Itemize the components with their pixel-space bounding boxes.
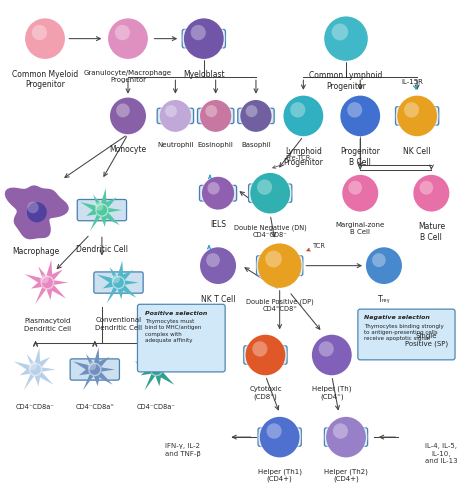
Circle shape xyxy=(111,274,120,283)
Text: Cytotoxic
(CD8⁼): Cytotoxic (CD8⁼) xyxy=(249,386,282,399)
Circle shape xyxy=(325,415,367,459)
Circle shape xyxy=(260,417,300,457)
Text: Double Positive (DP)
CD4⁼CD8⁼: Double Positive (DP) CD4⁼CD8⁼ xyxy=(246,298,313,312)
FancyBboxPatch shape xyxy=(238,108,274,124)
Text: Helper (Th1)
(CD4+): Helper (Th1) (CD4+) xyxy=(258,468,301,483)
Circle shape xyxy=(202,177,234,210)
Circle shape xyxy=(266,423,282,439)
Polygon shape xyxy=(5,185,69,239)
Circle shape xyxy=(24,17,66,60)
Circle shape xyxy=(95,202,103,211)
Text: TCR: TCR xyxy=(313,243,326,249)
Circle shape xyxy=(201,175,236,211)
Text: CD4⁻CD8a⁼: CD4⁻CD8a⁼ xyxy=(75,404,114,410)
Circle shape xyxy=(419,181,433,195)
FancyBboxPatch shape xyxy=(248,184,292,202)
Text: Neutrophil: Neutrophil xyxy=(157,142,194,148)
Polygon shape xyxy=(80,188,122,231)
Circle shape xyxy=(40,275,55,290)
Circle shape xyxy=(258,243,301,288)
Circle shape xyxy=(150,363,163,376)
Circle shape xyxy=(200,100,231,132)
Circle shape xyxy=(158,99,192,133)
Circle shape xyxy=(182,17,225,60)
Circle shape xyxy=(112,276,125,289)
Circle shape xyxy=(249,171,292,215)
Text: Plasmacytoid
Dendritic Cell: Plasmacytoid Dendritic Cell xyxy=(24,318,71,331)
Text: Monocyte: Monocyte xyxy=(109,145,146,154)
Text: Thymocytes binding strongly
to antigen-presenting cells
receive apoptotic signal: Thymocytes binding strongly to antigen-p… xyxy=(364,324,444,341)
Circle shape xyxy=(42,277,53,288)
Text: Progenitor
B Cell: Progenitor B Cell xyxy=(340,147,380,167)
Circle shape xyxy=(40,274,49,284)
Circle shape xyxy=(244,333,287,377)
Text: NK Cell: NK Cell xyxy=(403,147,431,156)
Circle shape xyxy=(97,205,107,215)
FancyBboxPatch shape xyxy=(157,108,193,124)
Text: CD4⁻CD8a⁻: CD4⁻CD8a⁻ xyxy=(137,404,176,410)
Text: IELS: IELS xyxy=(210,220,226,229)
Circle shape xyxy=(29,363,42,376)
Text: IL-4, IL-5,
IL-10,
and IL-13: IL-4, IL-5, IL-10, and IL-13 xyxy=(425,443,457,464)
Text: Single
Positive (SP): Single Positive (SP) xyxy=(405,333,448,347)
Circle shape xyxy=(240,100,272,132)
Circle shape xyxy=(90,364,100,375)
Circle shape xyxy=(199,99,233,133)
Text: Common Myeloid
Progenitor: Common Myeloid Progenitor xyxy=(12,70,78,89)
Text: Dendritic Cell: Dendritic Cell xyxy=(76,245,128,254)
Text: Tᵣₑᵧ: Tᵣₑᵧ xyxy=(378,295,390,304)
Polygon shape xyxy=(97,260,138,303)
Polygon shape xyxy=(135,347,176,390)
FancyBboxPatch shape xyxy=(324,428,368,446)
Circle shape xyxy=(28,361,37,370)
Circle shape xyxy=(397,96,437,136)
Text: IFN-γ, IL-2
and TNF-β: IFN-γ, IL-2 and TNF-β xyxy=(164,443,201,457)
Circle shape xyxy=(27,201,39,213)
Circle shape xyxy=(258,415,301,459)
Circle shape xyxy=(290,102,305,117)
Text: Granulocyte/Macrophage
Progenitor: Granulocyte/Macrophage Progenitor xyxy=(84,70,172,83)
Circle shape xyxy=(88,361,96,370)
FancyBboxPatch shape xyxy=(395,107,439,125)
Polygon shape xyxy=(14,347,56,390)
Text: Conventional
Dendritic Cell: Conventional Dendritic Cell xyxy=(95,317,142,330)
Circle shape xyxy=(246,105,257,117)
FancyBboxPatch shape xyxy=(244,346,287,364)
Text: Eosinophil: Eosinophil xyxy=(198,142,234,148)
Circle shape xyxy=(246,335,285,375)
Circle shape xyxy=(366,247,402,284)
Circle shape xyxy=(256,242,303,290)
Circle shape xyxy=(372,253,386,267)
Circle shape xyxy=(199,246,237,285)
Circle shape xyxy=(30,364,41,375)
Circle shape xyxy=(319,341,334,356)
Text: Double Negative (DN)
CD4⁻CD8⁻: Double Negative (DN) CD4⁻CD8⁻ xyxy=(234,224,307,238)
Text: Common Lymphoid
Progenitor: Common Lymphoid Progenitor xyxy=(310,71,383,91)
Circle shape xyxy=(95,203,109,217)
Circle shape xyxy=(110,98,146,134)
Text: Mature
B Cell: Mature B Cell xyxy=(418,222,445,242)
Circle shape xyxy=(340,96,380,136)
Text: Thymocytes must
bind to MHC/antigen
complex with
adequate affinity: Thymocytes must bind to MHC/antigen comp… xyxy=(145,319,201,343)
FancyBboxPatch shape xyxy=(200,185,237,201)
Text: IL-15R: IL-15R xyxy=(401,79,423,85)
Text: Basophil: Basophil xyxy=(241,142,271,148)
Circle shape xyxy=(365,246,403,285)
Circle shape xyxy=(396,94,438,138)
Text: Positive selection: Positive selection xyxy=(145,311,207,315)
Text: Negative selection: Negative selection xyxy=(364,315,430,320)
Circle shape xyxy=(208,182,219,195)
Circle shape xyxy=(25,18,65,59)
Circle shape xyxy=(312,335,352,375)
Polygon shape xyxy=(25,260,68,304)
Circle shape xyxy=(326,417,366,457)
Circle shape xyxy=(200,247,236,284)
Circle shape xyxy=(206,253,220,267)
FancyBboxPatch shape xyxy=(70,359,119,380)
FancyBboxPatch shape xyxy=(94,272,143,293)
Circle shape xyxy=(113,277,124,288)
Circle shape xyxy=(32,25,47,40)
FancyBboxPatch shape xyxy=(358,309,455,360)
FancyBboxPatch shape xyxy=(256,256,303,276)
Circle shape xyxy=(322,14,370,63)
